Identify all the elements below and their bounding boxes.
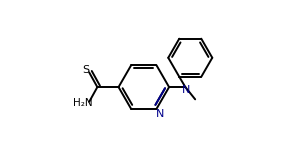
Text: N: N: [182, 85, 190, 95]
Text: N: N: [156, 108, 165, 119]
Text: H₂N: H₂N: [73, 98, 92, 108]
Text: S: S: [82, 65, 89, 75]
